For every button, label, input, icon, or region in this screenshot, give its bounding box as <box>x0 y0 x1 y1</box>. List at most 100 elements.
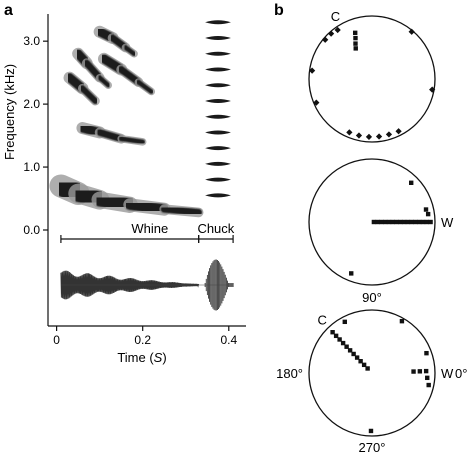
chuck-band <box>205 161 231 166</box>
polar-point-square <box>401 219 407 225</box>
polar-direction-label: C <box>331 9 340 24</box>
polar-point-square <box>423 207 429 212</box>
polar-point-square <box>349 271 354 276</box>
spectrogram-trace <box>118 136 145 145</box>
polar-point-square <box>333 333 339 339</box>
call-segments: Whine Chuck <box>60 221 235 243</box>
segment-label: Whine <box>131 221 168 236</box>
polar-point-square <box>353 46 358 51</box>
polar-point-diamond <box>395 128 402 135</box>
x-axis-label: Time (S) <box>117 350 166 365</box>
polar-point-square <box>340 340 346 346</box>
polar-direction-label: W <box>441 215 454 230</box>
polar-point-square <box>358 359 363 364</box>
polar-circle <box>308 158 436 286</box>
polar-point-square <box>394 219 399 225</box>
spectrogram-trace <box>123 45 137 57</box>
chuck-band <box>205 51 231 56</box>
y-ticks: 0.0 1.0 2.0 3.0 <box>23 34 48 237</box>
polar-point-square <box>424 219 430 225</box>
chuck-band <box>205 177 231 182</box>
polar-point-square <box>413 219 418 225</box>
polar-point-square <box>365 366 370 371</box>
polar-point-square <box>353 41 358 46</box>
polar-point-square <box>368 428 374 434</box>
polar-point-square <box>386 219 392 225</box>
polar-point-square <box>375 219 380 225</box>
polar-point-square <box>399 318 405 324</box>
y-tick-label: 2.0 <box>23 97 40 111</box>
polar-plot-bottom: C W 0° 90° 180° 270° <box>276 290 467 455</box>
polar-point-diamond <box>365 133 373 140</box>
polar-point-square <box>417 369 423 374</box>
panel-label-a: a <box>4 2 13 19</box>
polar-point-square <box>330 330 335 335</box>
y-axis-label: Frequency (kHz) <box>2 64 17 160</box>
polar-point-square <box>424 350 429 356</box>
chuck-band <box>205 20 231 25</box>
polar-point-square <box>383 219 388 225</box>
polar-point-square <box>420 219 426 225</box>
x-tick-label: 0 <box>53 333 60 347</box>
polar-point-square <box>354 355 360 360</box>
waveform <box>60 259 234 311</box>
polar-point-square <box>342 319 347 325</box>
spectrogram-traces <box>49 25 204 218</box>
polar-point-square <box>379 219 384 225</box>
waveform-whine <box>60 270 200 300</box>
spectrogram-panel: Frequency (kHz) 0.0 1.0 2.0 3.0 0 0.2 0.4 Whi… <box>2 14 246 365</box>
polar-axis-label: 90° <box>362 290 382 305</box>
polar-point-diamond <box>327 30 335 37</box>
polar-axis-label: 0° <box>455 366 467 381</box>
polar-point-square <box>390 219 395 225</box>
y-tick-label: 0.0 <box>23 223 40 237</box>
chuck-band <box>205 36 231 41</box>
polar-point-square <box>405 219 411 225</box>
polar-point-square <box>344 344 349 349</box>
polar-point-diamond <box>385 131 393 138</box>
chuck-band <box>205 146 231 151</box>
polar-point-square <box>371 219 377 225</box>
polar-point-diamond <box>355 132 363 139</box>
polar-direction-label: C <box>318 313 327 328</box>
x-ticks: 0 0.2 0.4 <box>53 326 237 347</box>
chuck-band <box>205 83 231 88</box>
polar-plot-top: C <box>308 9 436 143</box>
polar-point-square <box>337 337 342 342</box>
polar-point-diamond <box>375 133 383 140</box>
spectrogram-trace <box>124 199 170 215</box>
polar-circle <box>308 15 436 143</box>
polar-point-square <box>352 30 358 36</box>
polar-point-square <box>361 362 367 368</box>
spectrogram-trace <box>79 85 99 104</box>
chuck-band <box>205 98 231 103</box>
polar-panel: C W CW 0°90°180°270° <box>276 9 467 455</box>
polar-plot-middle: W <box>308 158 454 286</box>
panel-label-b: b <box>274 2 284 19</box>
chuck-band <box>205 193 231 198</box>
polar-point-square <box>423 368 429 374</box>
chuck-bands <box>205 20 231 198</box>
polar-point-square <box>409 180 414 185</box>
polar-point-square <box>353 35 358 41</box>
spectrogram-trace <box>136 79 154 94</box>
polar-point-square <box>425 375 430 381</box>
polar-point-square <box>428 219 433 225</box>
x-tick-label: 0.2 <box>134 333 151 347</box>
x-tick-label: 0.4 <box>220 333 237 347</box>
chuck-band <box>205 130 231 135</box>
polar-point-square <box>425 211 431 217</box>
polar-point-diamond <box>322 36 329 43</box>
y-tick-label: 3.0 <box>23 34 40 48</box>
polar-point-diamond <box>408 28 415 35</box>
polar-axis-label: 270° <box>359 440 386 455</box>
polar-point-diamond <box>346 129 353 136</box>
polar-direction-label: W <box>441 366 454 381</box>
chuck-band <box>205 114 231 119</box>
polar-point-square <box>347 348 353 353</box>
segment-label: Chuck <box>197 221 234 236</box>
polar-point-square <box>409 219 414 225</box>
polar-point-square <box>351 351 356 357</box>
chuck-band <box>205 67 231 72</box>
